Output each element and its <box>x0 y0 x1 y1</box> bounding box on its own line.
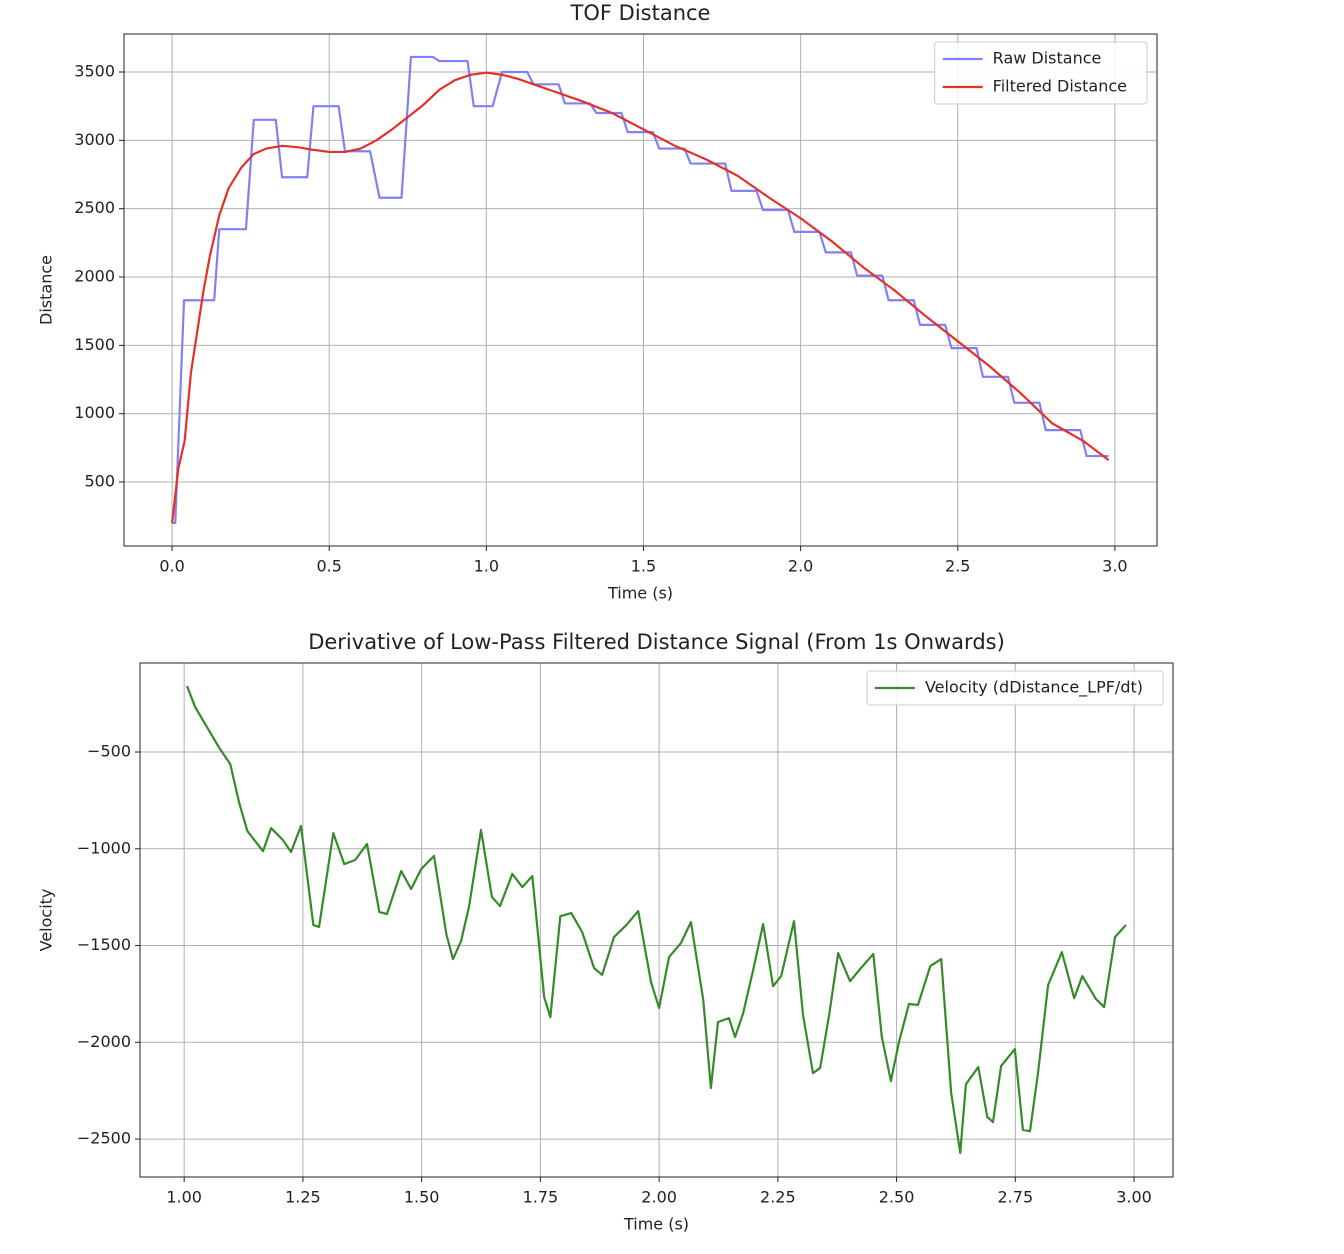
legend-label: Raw Distance <box>993 49 1102 68</box>
x-tick-label: 1.0 <box>474 557 499 576</box>
x-tick-label: 2.5 <box>945 557 970 576</box>
y-tick-label: −1500 <box>77 935 131 954</box>
legend-label: Velocity (dDistance_LPF/dt) <box>925 678 1143 698</box>
chart-title: TOF Distance <box>570 1 711 25</box>
x-tick-label: 1.75 <box>523 1188 559 1207</box>
legend-frame <box>934 41 1148 105</box>
legend-frame <box>866 670 1164 706</box>
legend: Velocity (dDistance_LPF/dt) <box>866 670 1164 706</box>
x-tick-label: 1.00 <box>166 1188 202 1207</box>
x-tick-label: 2.75 <box>998 1188 1034 1207</box>
x-tick-label: 1.50 <box>404 1188 440 1207</box>
legend-label: Filtered Distance <box>993 77 1127 96</box>
x-tick-label: 2.00 <box>641 1188 677 1207</box>
x-tick-label: 2.0 <box>788 557 813 576</box>
x-axis-label: Time (s) <box>607 584 673 603</box>
x-tick-label: 1.25 <box>285 1188 321 1207</box>
data-line <box>172 55 1109 525</box>
y-axis-label: Distance <box>37 255 56 325</box>
x-tick-label: 1.5 <box>631 557 656 576</box>
data-line <box>170 71 1110 524</box>
x-tick-label: 0.5 <box>316 557 341 576</box>
legend: Raw Distance Filtered Distance <box>934 41 1148 105</box>
y-tick-label: 3500 <box>74 61 115 80</box>
y-tick-label: 500 <box>84 472 115 491</box>
plot-frame <box>123 33 1158 547</box>
y-tick-label: −500 <box>87 742 131 761</box>
x-tick-label: 2.50 <box>879 1188 915 1207</box>
y-tick-label: 3000 <box>74 130 115 149</box>
y-tick-label: −2500 <box>77 1129 131 1148</box>
plot-frame <box>139 662 1174 1178</box>
x-tick-label: 0.0 <box>159 557 184 576</box>
y-tick-label: −1000 <box>77 838 131 857</box>
x-tick-label: 3.00 <box>1116 1188 1152 1207</box>
y-tick-label: 1000 <box>74 403 115 422</box>
y-axis-label: Velocity <box>37 889 56 952</box>
subplot: TOF Distance 0.0 0.5 1.0 1.5 2.0 2.5 3.0 500 1000… <box>37 1 1158 603</box>
y-tick-label: −2000 <box>77 1032 131 1051</box>
x-tick-label: 2.25 <box>760 1188 796 1207</box>
y-tick-label: 2500 <box>74 198 115 217</box>
y-tick-label: 1500 <box>74 335 115 354</box>
y-tick-label: 2000 <box>74 267 115 286</box>
data-line <box>185 685 1127 1155</box>
x-tick-label: 3.0 <box>1102 557 1127 576</box>
chart-title: Derivative of Low-Pass Filtered Distance… <box>308 630 1005 654</box>
subplot: Derivative of Low-Pass Filtered Distance… <box>37 630 1174 1234</box>
x-axis-label: Time (s) <box>623 1215 689 1234</box>
